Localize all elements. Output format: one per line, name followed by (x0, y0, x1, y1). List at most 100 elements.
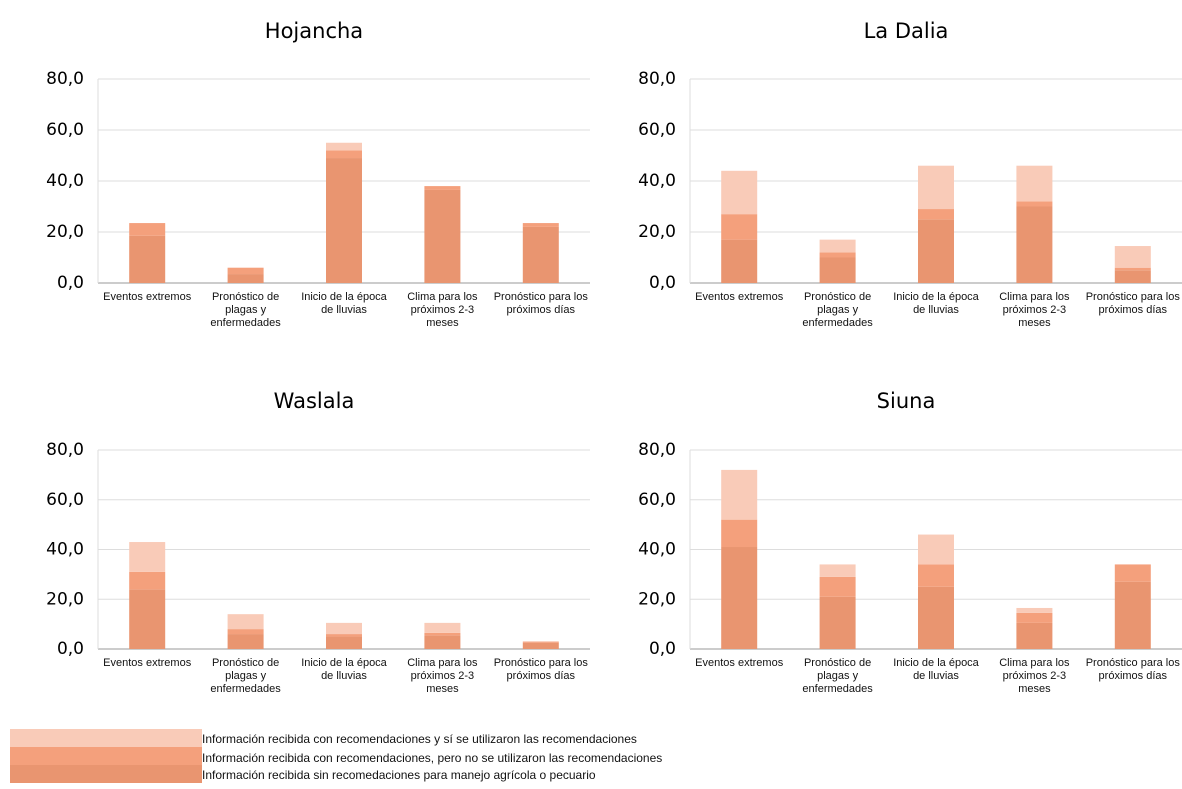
bar-segment (819, 239, 856, 253)
x-tick-label: Pronóstico para los próximos días (493, 291, 588, 316)
bar-segment (819, 564, 856, 577)
bar-segment (227, 614, 264, 630)
bar-segment (1016, 201, 1053, 207)
bar-segment (721, 214, 758, 240)
bar-segment (326, 622, 362, 635)
y-tick-label: 80,0 (638, 69, 676, 89)
chart-title: Siuna (877, 389, 936, 413)
x-tick-label: Clima para los próximos 2-3 meses (999, 657, 1070, 695)
bar-segment (1114, 581, 1151, 649)
bar-segment (1016, 622, 1053, 649)
chart-title: Waslala (274, 389, 355, 413)
x-tick-label: Inicio de la época de lluvias (301, 657, 387, 682)
bar-segment (227, 629, 264, 635)
x-tick-label: Pronóstico para los próximos días (493, 657, 588, 682)
bar-segment (1114, 564, 1151, 582)
legend-label: Información recibida sin recomedaciones … (202, 768, 596, 782)
chart-title: Hojancha (265, 19, 363, 43)
y-tick-label: 0,0 (649, 639, 676, 659)
y-tick-label: 60,0 (46, 120, 84, 140)
bar-segment (129, 235, 166, 283)
bar-segment (424, 189, 461, 283)
bar-segment (721, 547, 758, 649)
y-tick-label: 20,0 (638, 589, 676, 609)
bar-segment (918, 219, 954, 283)
bar-segment (424, 635, 461, 649)
bar-segment (721, 469, 758, 520)
bar-segment (326, 158, 362, 283)
chart-title: La Dalia (864, 19, 949, 43)
y-tick-label: 60,0 (638, 490, 676, 510)
y-tick-label: 0,0 (57, 273, 84, 293)
bar-segment (819, 576, 856, 597)
y-tick-label: 0,0 (649, 273, 676, 293)
bar-segment (326, 150, 362, 159)
y-tick-label: 80,0 (638, 440, 676, 460)
bar-segment (424, 622, 461, 633)
y-tick-label: 20,0 (46, 589, 84, 609)
x-tick-label: Eventos extremos (103, 291, 192, 303)
bar-segment (918, 564, 954, 587)
bar-segment (522, 641, 559, 643)
bar-segment (1016, 165, 1053, 202)
x-tick-label: Eventos extremos (695, 291, 784, 303)
legend-label: Información recibida con recomendaciones… (202, 751, 663, 765)
x-tick-label: Eventos extremos (103, 657, 192, 669)
x-tick-label: Inicio de la época de lluvias (301, 291, 387, 316)
bar-segment (1016, 607, 1053, 613)
bar-segment (1016, 206, 1053, 283)
bar-segment (819, 252, 856, 258)
y-tick-label: 40,0 (46, 171, 84, 191)
bar-segment (721, 239, 758, 283)
x-tick-label: Pronóstico de plagas y enfermedades (210, 657, 281, 695)
bar-segment (522, 226, 559, 283)
bar-segment (918, 165, 954, 210)
y-tick-label: 40,0 (638, 540, 676, 560)
bar-segment (1114, 267, 1151, 271)
y-tick-label: 0,0 (57, 639, 84, 659)
bar-segment (918, 534, 954, 565)
y-tick-label: 20,0 (46, 222, 84, 242)
y-tick-label: 80,0 (46, 440, 84, 460)
bar-segment (129, 571, 166, 590)
bar-segment (721, 519, 758, 548)
x-tick-label: Clima para los próximos 2-3 meses (407, 657, 478, 695)
x-tick-label: Pronóstico de plagas y enfermedades (802, 291, 873, 329)
y-tick-label: 60,0 (638, 120, 676, 140)
bar-segment (424, 632, 461, 636)
x-tick-label: Inicio de la época de lluvias (893, 291, 979, 316)
bar-segment (424, 186, 461, 190)
bar-segment (326, 142, 362, 151)
bar-segment (819, 257, 856, 283)
bar-segment (1114, 270, 1151, 283)
x-tick-label: Clima para los próximos 2-3 meses (999, 291, 1070, 329)
x-tick-label: Pronóstico para los próximos días (1085, 291, 1180, 316)
bar-segment (326, 634, 362, 637)
bar-segment (918, 586, 954, 649)
bar-segment (522, 642, 559, 649)
x-tick-label: Pronóstico para los próximos días (1085, 657, 1180, 682)
bar-segment (522, 223, 559, 227)
bar-segment (227, 267, 264, 275)
x-tick-label: Inicio de la época de lluvias (893, 657, 979, 682)
y-tick-label: 20,0 (638, 222, 676, 242)
bar-segment (129, 223, 166, 236)
legend-swatch (10, 747, 202, 765)
legend-swatch (10, 729, 202, 747)
x-tick-label: Eventos extremos (695, 657, 784, 669)
x-tick-label: Clima para los próximos 2-3 meses (407, 291, 478, 329)
y-tick-label: 40,0 (46, 540, 84, 560)
x-tick-label: Pronóstico de plagas y enfermedades (802, 657, 873, 695)
legend-label: Información recibida con recomendaciones… (202, 732, 637, 746)
y-tick-label: 40,0 (638, 171, 676, 191)
y-tick-label: 80,0 (46, 69, 84, 89)
bar-segment (1114, 246, 1151, 268)
bar-segment (918, 209, 954, 220)
bar-segment (129, 542, 166, 572)
x-tick-label: Pronóstico de plagas y enfermedades (210, 291, 281, 329)
bar-segment (721, 170, 758, 215)
legend-swatch (10, 765, 202, 783)
bar-segment (819, 596, 856, 649)
